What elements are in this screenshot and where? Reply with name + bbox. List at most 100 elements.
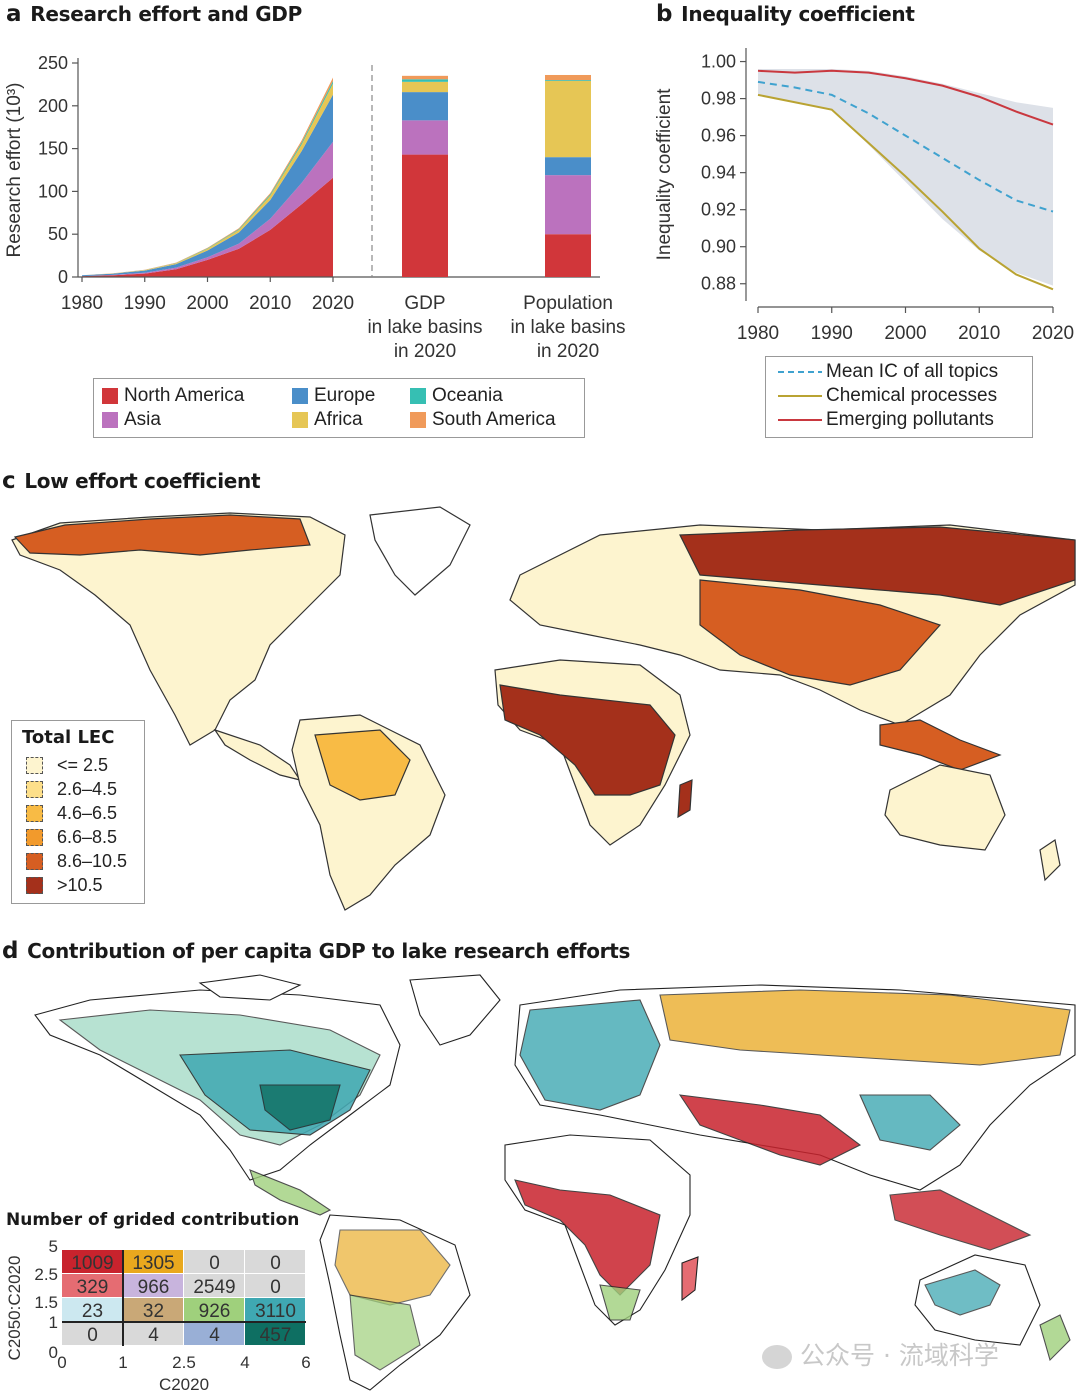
bar-segment-asia (402, 120, 448, 155)
legend-a-label: North America (124, 385, 245, 406)
bar-segment-oceania (402, 79, 448, 82)
y-tick-label-a: 250 (38, 53, 68, 73)
legend-c-label: 2.6–4.5 (57, 779, 118, 799)
legend-a-item-asia: Asia (102, 409, 161, 431)
x-tick-label-b: 2010 (958, 323, 1000, 344)
x-tick-label-a: 1980 (61, 293, 103, 314)
matrix-cell-value: 457 (260, 1325, 292, 1346)
panel-c-letter: c (2, 468, 16, 494)
legend-b-label: Mean IC of all topics (826, 361, 999, 382)
matrix-cell (184, 1322, 244, 1345)
matrix-cell-value: 926 (199, 1301, 231, 1322)
panel-b-title-text: Inequality coefficient (681, 2, 915, 26)
matrix-x-tick: 1 (118, 1353, 127, 1372)
x-tick-label-a: 2020 (312, 293, 354, 314)
panel-a-letter: a (6, 1, 22, 27)
legend-a-swatch (292, 412, 308, 428)
matrix-cell (245, 1322, 305, 1345)
matrix-cell-value: 32 (143, 1301, 164, 1322)
matrix-cell-value: 1009 (71, 1253, 113, 1274)
matrix-cell (62, 1298, 122, 1321)
y-tick-label-b: 0.98 (701, 89, 736, 109)
y-tick-label-b: 0.92 (701, 200, 736, 220)
bar-segment-europe (402, 92, 448, 121)
legend-a-item-north-america: North America (102, 385, 244, 407)
y-tick-label-a: 0 (58, 267, 68, 287)
bar-segment-south-america (402, 75, 448, 80)
legend-c-swatch (26, 829, 43, 846)
legend-c-swatch (26, 877, 43, 894)
area-series-north-america (82, 177, 333, 277)
matrix-cell-value: 23 (82, 1301, 103, 1322)
matrix-y-tick: 5 (49, 1237, 58, 1256)
legend-c-label: 6.6–8.5 (57, 827, 118, 847)
matrix-y-tick: 1 (49, 1313, 58, 1332)
y-tick-label-b: 0.90 (701, 237, 736, 257)
matrix-x-tick: 6 (301, 1353, 310, 1372)
matrix-title: Number of grided contribution (6, 1210, 300, 1230)
y-axis-label-b: Inequality coefficient (654, 88, 675, 261)
matrix-cell-value: 1305 (132, 1253, 174, 1274)
legend-c-swatch (26, 805, 43, 822)
legend-c-item: 4.6–6.5 (26, 803, 117, 824)
legend-a-label: Asia (124, 409, 161, 430)
watermark-text: 公众号 · 流域科学 (800, 1341, 999, 1370)
legend-c-swatch (26, 757, 43, 774)
panel-a-title-text: Research effort and GDP (30, 2, 302, 26)
x-tick-label-b: 1990 (811, 323, 853, 344)
y-tick-label-b: 1.00 (701, 52, 736, 72)
matrix-cell (123, 1250, 183, 1273)
matrix-cell (184, 1250, 244, 1273)
legend-a: North America Europe Oceania Asia Africa… (93, 378, 585, 438)
panel-b-letter: b (656, 1, 673, 27)
matrix-cell (245, 1274, 305, 1297)
matrix-cell (184, 1274, 244, 1297)
matrix-cell (62, 1250, 122, 1273)
panel-d-title-text: Contribution of per capita GDP to lake r… (27, 939, 631, 963)
legend-c-item: 6.6–8.5 (26, 827, 117, 848)
legend-b: Mean IC of all topics Chemical processes… (765, 356, 1033, 438)
x-tick-label-b: 2020 (1032, 323, 1074, 344)
y-tick-label-a: 150 (38, 139, 68, 159)
matrix-x-label: C2020 (159, 1375, 209, 1394)
bar-segment-africa (402, 81, 448, 93)
legend-b-item-mean: Mean IC of all topics (778, 361, 998, 383)
matrix-cell (245, 1250, 305, 1273)
legend-c-label: 4.6–6.5 (57, 803, 118, 823)
x-tick-label-b: 2000 (884, 323, 926, 344)
bar-segment-north-america (402, 154, 448, 277)
matrix-cell-value: 0 (270, 1253, 281, 1274)
legend-a-swatch (410, 412, 426, 428)
legend-c-swatch (26, 781, 43, 798)
matrix-cell (62, 1322, 122, 1345)
bar-category-label: GDP (404, 293, 445, 314)
legend-b-label: Chemical processes (826, 385, 998, 406)
matrix-cell (123, 1298, 183, 1321)
legend-a-item-oceania: Oceania (410, 385, 503, 407)
legend-a-swatch (102, 388, 118, 404)
matrix-cell-value: 0 (209, 1253, 220, 1274)
bar-category-label: in 2020 (537, 341, 599, 362)
legend-c-item: >10.5 (26, 875, 103, 896)
matrix-cell (123, 1274, 183, 1297)
matrix-cell-value: 0 (87, 1325, 98, 1346)
panel-d-title: d Contribution of per capita GDP to lake … (2, 938, 630, 964)
bar-category-label: in lake basins (510, 317, 625, 338)
legend-c-label: <= 2.5 (57, 755, 109, 775)
y-tick-label-b: 0.88 (701, 274, 736, 294)
bar-segment-africa (545, 80, 591, 158)
legend-c-label: >10.5 (57, 875, 103, 895)
matrix-cell-value: 3110 (255, 1301, 296, 1322)
legend-a-item-europe: Europe (292, 385, 375, 407)
panel-b-title: b Inequality coefficient (656, 1, 915, 27)
legend-a-label: Oceania (432, 385, 503, 406)
legend-a-item-south-america: South America (410, 409, 556, 431)
bar-segment-asia (545, 175, 591, 235)
watermark: 公众号 · 流域科学 (762, 1336, 999, 1372)
x-tick-label-a: 1990 (124, 293, 166, 314)
legend-b-label: Emerging pollutants (826, 409, 994, 430)
matrix-y-tick: 0 (49, 1343, 58, 1362)
legend-b-item-chemical: Chemical processes (778, 385, 997, 407)
y-tick-label-b: 0.94 (701, 163, 736, 183)
